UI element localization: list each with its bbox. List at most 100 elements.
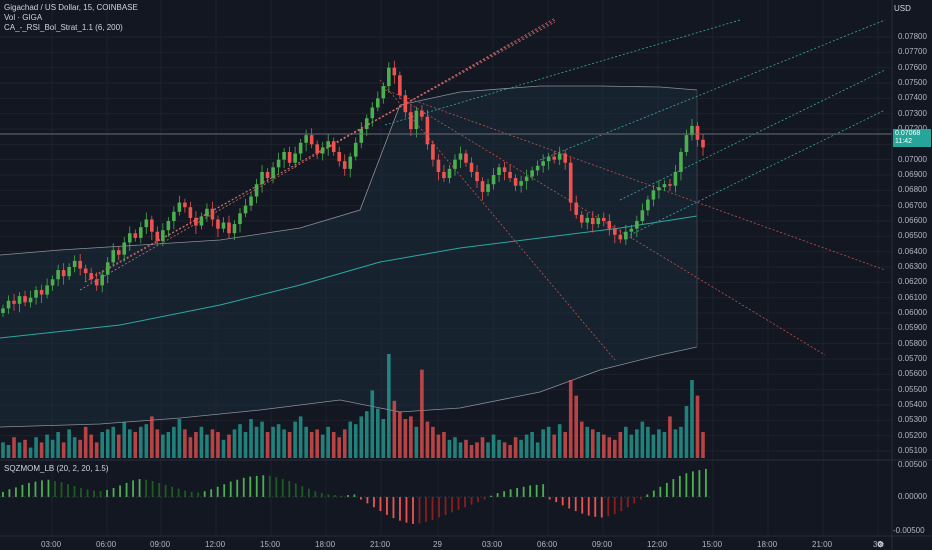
candle-up <box>260 171 264 185</box>
settings-icon[interactable]: ⚙ <box>877 540 885 549</box>
candle-down <box>590 217 595 225</box>
volume-bar <box>442 432 446 458</box>
candle-up <box>458 153 463 160</box>
candle-down <box>39 290 44 295</box>
uptrend-channel-line <box>94 21 556 276</box>
sub-indicator-legend[interactable]: SQZMOM_LB (20, 2, 20, 1.5) <box>4 464 109 473</box>
volume-bar <box>403 419 408 458</box>
momentum-bar <box>425 497 427 522</box>
candle-up <box>254 184 259 197</box>
momentum-bar <box>41 480 43 497</box>
volume-bar <box>629 434 634 458</box>
candle-up <box>657 187 661 191</box>
volume-bar <box>199 426 204 458</box>
candle-up <box>640 210 645 221</box>
symbol-title[interactable]: Gigachad / US Dollar, 15, COINBASE <box>4 3 138 12</box>
momentum-bar <box>314 491 317 497</box>
momentum-bar <box>86 489 89 497</box>
candle-up <box>541 161 545 166</box>
candle-up <box>6 300 11 309</box>
momentum-bar <box>379 497 382 512</box>
price-tick-label: 0.07400 <box>898 93 927 103</box>
volume-bar <box>662 432 667 458</box>
price-tick-label: 0.06200 <box>898 277 927 287</box>
time-tick-label: 09:00 <box>150 540 171 549</box>
volume-bar <box>276 424 281 458</box>
candle-up <box>276 159 281 168</box>
candle-up <box>646 199 650 211</box>
candle-down <box>12 300 16 304</box>
candle-up <box>50 279 55 286</box>
candle-down <box>216 219 220 229</box>
candle-down <box>61 270 66 277</box>
volume-bar <box>563 432 568 458</box>
candle-up <box>221 222 226 229</box>
volume-bar <box>326 426 330 458</box>
volume-bar <box>613 439 617 458</box>
candle-down <box>420 110 424 117</box>
momentum-bar <box>483 497 486 500</box>
momentum-bar <box>15 487 17 497</box>
momentum-bar <box>522 486 525 497</box>
momentum-bar <box>197 492 200 497</box>
candle-down <box>613 228 617 235</box>
candle-down <box>695 125 700 140</box>
candle-up <box>56 270 60 280</box>
momentum-bar <box>470 497 473 505</box>
candle-up <box>370 107 375 119</box>
volume-bar <box>552 434 556 458</box>
candle-down <box>331 141 336 152</box>
volume-bar <box>127 429 132 458</box>
candle-down <box>403 95 408 113</box>
momentum-bar <box>327 494 330 497</box>
momentum-tick-label: 0.00500 <box>898 460 927 469</box>
price-tick-label: 0.07500 <box>898 78 927 87</box>
volume-bar <box>579 421 584 458</box>
candle-up <box>100 274 105 286</box>
volume-bar <box>409 416 413 458</box>
candle-down <box>210 208 215 220</box>
momentum-bar <box>392 497 395 519</box>
candle-up <box>491 175 496 185</box>
momentum-bar <box>451 497 453 513</box>
momentum-bar <box>405 497 408 523</box>
candle-up <box>684 135 689 152</box>
price-tick-label: 0.05600 <box>898 369 927 379</box>
indicator-legend[interactable]: CA_-_RSI_Bol_Strat_1.1 (6, 200) <box>4 23 123 32</box>
candle-down <box>552 156 556 160</box>
candle-up <box>353 142 358 157</box>
candlesticks[interactable] <box>1 60 705 317</box>
volume-bar <box>320 434 325 458</box>
volume-bar <box>431 426 435 458</box>
momentum-bar <box>594 497 597 517</box>
volume-legend[interactable]: Vol · GIGA <box>4 13 43 22</box>
currency-label[interactable]: USD <box>894 4 911 13</box>
volume-bar <box>679 426 683 458</box>
candle-up <box>596 217 601 225</box>
price-tick-label: 0.06600 <box>898 216 927 225</box>
volume-bar <box>17 442 22 458</box>
momentum-bar <box>262 475 265 497</box>
volume-bar <box>701 432 705 458</box>
candle-up <box>524 176 529 182</box>
momentum-tick-label: -0.00500 <box>893 526 925 535</box>
momentum-bar <box>438 497 440 518</box>
price-tick-label: 0.06900 <box>898 170 927 179</box>
time-tick-label: 18:00 <box>757 540 778 549</box>
candle-up <box>105 262 110 275</box>
candle-up <box>359 129 364 143</box>
volume-bar <box>392 400 397 458</box>
volume-bar <box>502 442 507 458</box>
momentum-bar <box>28 482 30 497</box>
candle-up <box>585 217 590 223</box>
volume-bar <box>596 432 601 458</box>
time-tick-label: 18:00 <box>315 540 336 549</box>
candle-down <box>116 250 121 255</box>
momentum-bar <box>360 497 362 500</box>
volume-bar <box>590 429 595 458</box>
volume-bar <box>640 421 645 458</box>
moving-average-line <box>0 215 698 339</box>
price-tick-label: 0.06300 <box>898 262 927 271</box>
volume-bar <box>260 421 264 458</box>
